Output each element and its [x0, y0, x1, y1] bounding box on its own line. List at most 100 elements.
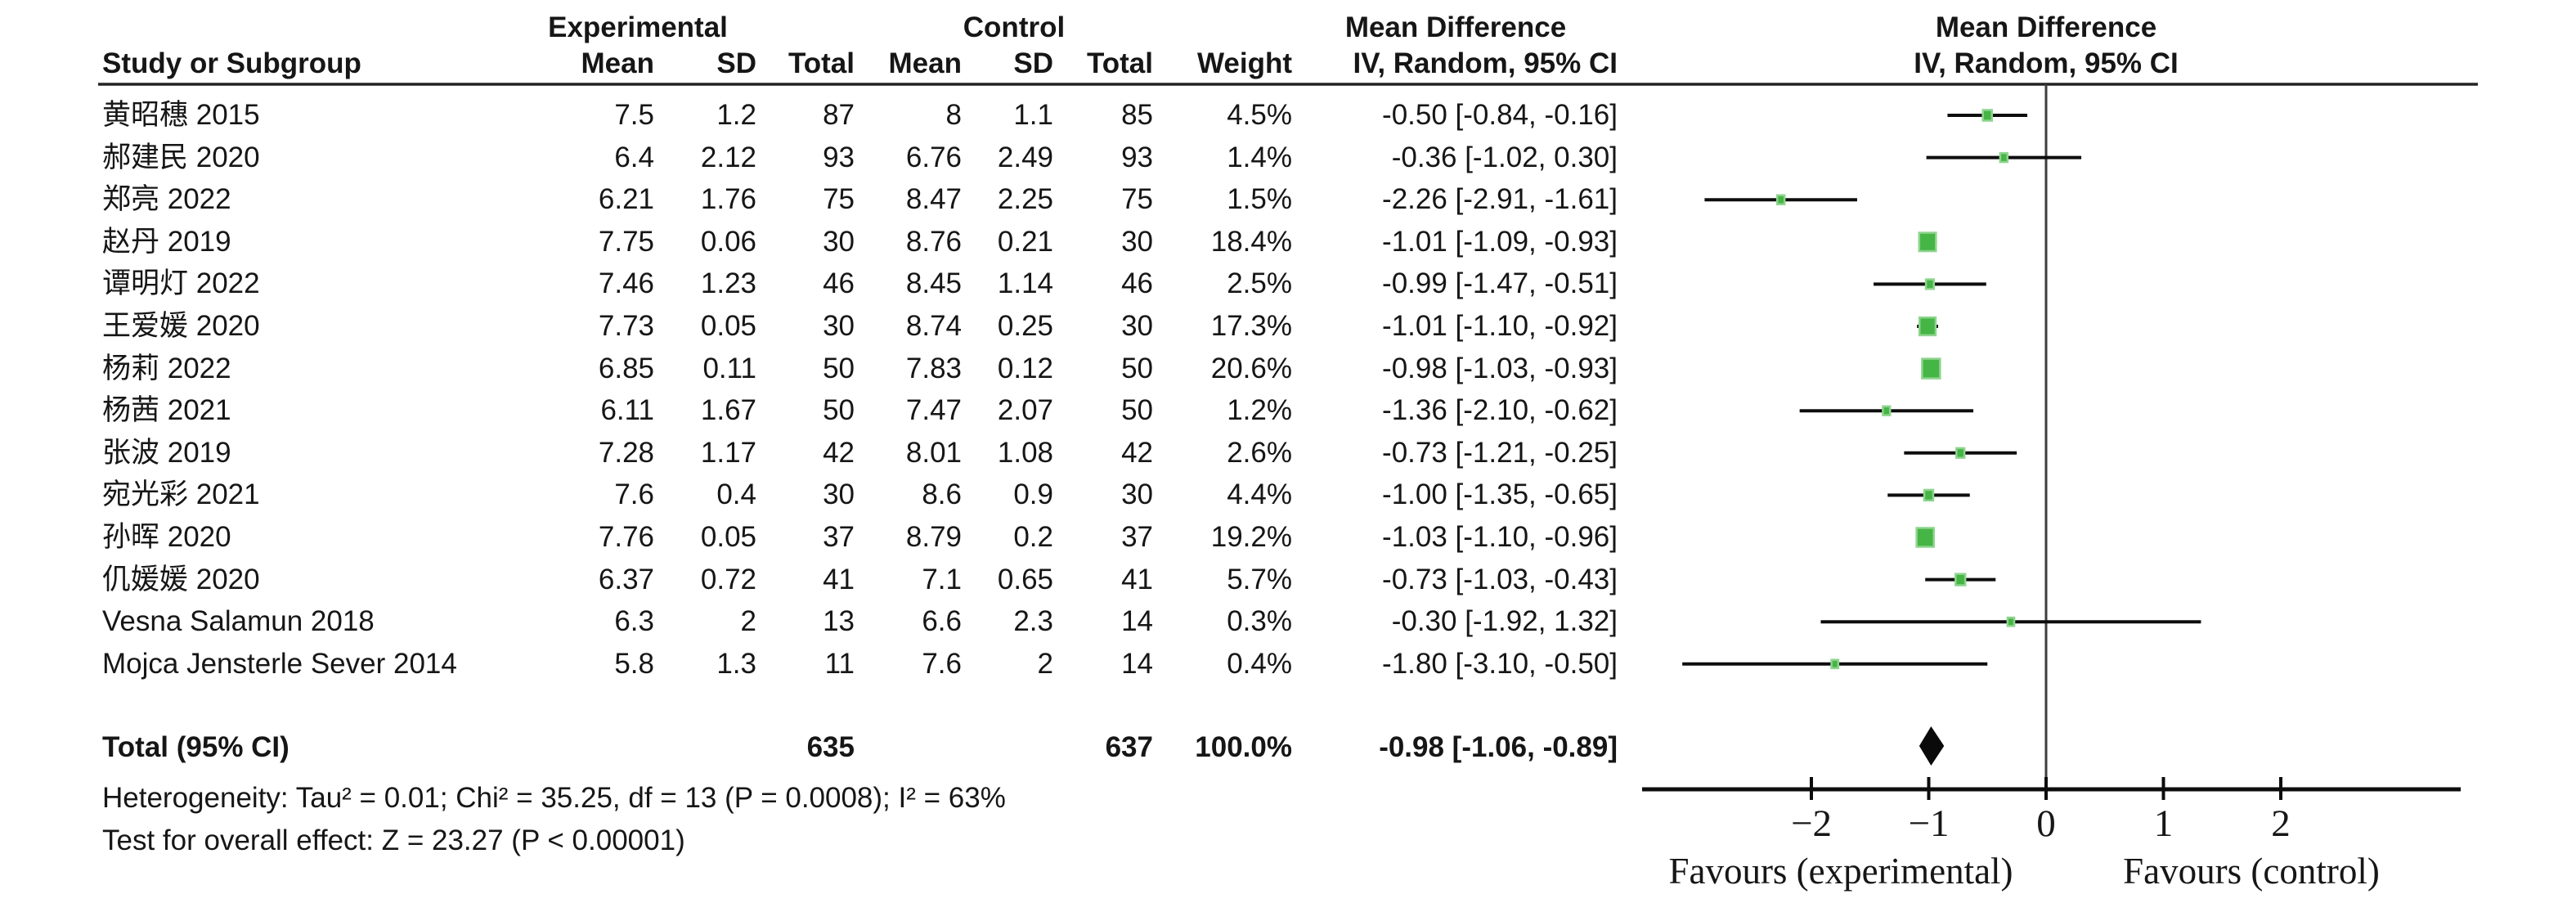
favours-control-label: Favours (control)	[2123, 851, 2380, 892]
md-ci: -0.30 [-1.92, 1.32]	[1391, 605, 1618, 638]
header-exp-total: Total	[788, 47, 855, 79]
table-row: 郑亮 2022 6.21 1.76 75 8.47 2.25 75 1.5% -2.26 [-2…	[0, 178, 2576, 221]
table-row: 郝建民 2020 6.4 2.12 93 6.76 2.49 93 1.4% -0.36 [-1…	[0, 137, 2576, 179]
table-row: 孙晖 2020 7.76 0.05 37 8.79 0.2 37 19.2% -1.03 [-1…	[0, 516, 2576, 559]
exp-total: 41	[823, 563, 855, 595]
exp-sd: 1.67	[700, 394, 756, 427]
md-ci: -1.01 [-1.10, -0.92]	[1382, 310, 1618, 342]
weight: 19.2%	[1210, 521, 1292, 553]
total-md-ci: -0.98 [-1.06, -0.89]	[1379, 731, 1618, 763]
study-name: 赵丹 2019	[102, 225, 231, 258]
md-ci: -1.80 [-3.10, -0.50]	[1382, 647, 1618, 680]
effect-square	[1918, 316, 1937, 337]
study-name: 杨莉 2022	[102, 352, 231, 384]
ctrl-mean: 8.79	[905, 521, 962, 553]
ctrl-total: 50	[1121, 352, 1153, 384]
axis-tick-label: 1	[2153, 802, 2174, 845]
header-mean-difference-plot: Mean Difference	[1935, 11, 2157, 43]
weight: 20.6%	[1210, 352, 1292, 384]
ctrl-sd: 2.25	[997, 183, 1053, 216]
effect-square	[1981, 109, 1994, 122]
exp-total: 46	[823, 267, 855, 300]
ctrl-sd: 0.65	[997, 563, 1053, 595]
effect-square	[1882, 405, 1892, 416]
exp-sd: 0.72	[700, 563, 756, 595]
study-name: Mojca Jensterle Sever 2014	[102, 647, 457, 680]
ctrl-total: 41	[1121, 563, 1153, 595]
exp-sd: 0.4	[716, 478, 756, 511]
table-row: Vesna Salamun 2018 6.3 2 13 6.6 2.3 14 0.3% -0.3…	[0, 600, 2576, 643]
header-ctrl-mean: Mean	[888, 47, 962, 79]
ctrl-sd: 0.12	[997, 352, 1053, 384]
ctrl-total: 14	[1121, 647, 1153, 680]
ctrl-sd: 1.1	[1013, 99, 1053, 131]
table-row: 王爱媛 2020 7.73 0.05 30 8.74 0.25 30 17.3% -1.01 […	[0, 305, 2576, 348]
weight: 2.5%	[1227, 267, 1292, 300]
ctrl-mean: 8.74	[905, 310, 962, 342]
exp-sd: 1.76	[700, 183, 756, 216]
md-ci: -1.00 [-1.35, -0.65]	[1382, 478, 1618, 511]
exp-mean: 6.11	[600, 394, 654, 427]
ctrl-total: 30	[1121, 310, 1153, 342]
axis-tick-label: −1	[1908, 802, 1950, 845]
ctrl-mean: 8.76	[905, 225, 962, 258]
table-row: 杨莉 2022 6.85 0.11 50 7.83 0.12 50 20.6% -0.98 [-…	[0, 348, 2576, 390]
header-control-group: Control	[963, 11, 1066, 43]
exp-total: 42	[823, 436, 855, 469]
md-ci: -1.36 [-2.10, -0.62]	[1382, 394, 1618, 427]
table-row: 仉媛媛 2020 6.37 0.72 41 7.1 0.65 41 5.7% -0.73 [-1…	[0, 559, 2576, 601]
ctrl-total: 46	[1121, 267, 1153, 300]
exp-mean: 7.46	[598, 267, 654, 300]
header-ctrl-total: Total	[1086, 47, 1153, 79]
md-ci: -0.99 [-1.47, -0.51]	[1382, 267, 1618, 300]
exp-sd: 2	[740, 605, 756, 638]
weight: 1.5%	[1227, 183, 1292, 216]
ctrl-total: 30	[1121, 225, 1153, 258]
study-name: 黄昭穗 2015	[102, 99, 260, 131]
overall-effect-text: Test for overall effect: Z = 23.27 (P < …	[102, 824, 685, 856]
axis-tick-label: 0	[2036, 802, 2056, 845]
exp-sd: 1.2	[716, 99, 756, 131]
ctrl-sd: 2.3	[1013, 605, 1053, 638]
effect-square	[1915, 527, 1935, 548]
md-ci: -1.03 [-1.10, -0.96]	[1382, 521, 1618, 553]
total-exp-total: 635	[806, 731, 855, 763]
heterogeneity-row: Heterogeneity: Tau² = 0.01; Chi² = 35.25…	[0, 777, 2576, 820]
effect-square	[1954, 573, 1967, 586]
ctrl-sd: 2.07	[997, 394, 1053, 427]
exp-mean: 6.21	[598, 183, 654, 216]
favours-experimental-label: Favours (experimental)	[1668, 851, 2013, 892]
md-ci: -0.36 [-1.02, 0.30]	[1391, 141, 1618, 173]
study-name: 郑亮 2022	[102, 183, 231, 216]
ctrl-mean: 7.1	[922, 563, 962, 595]
total-ctrl-total: 637	[1105, 731, 1153, 763]
exp-total: 93	[823, 141, 855, 173]
ctrl-mean: 8.01	[905, 436, 962, 469]
exp-mean: 6.4	[614, 141, 654, 173]
exp-mean: 7.76	[598, 521, 654, 553]
header-weight: Weight	[1196, 47, 1292, 79]
exp-sd: 0.11	[702, 352, 756, 384]
study-name: 王爱媛 2020	[102, 310, 260, 342]
exp-mean: 6.3	[614, 605, 654, 638]
heterogeneity-text: Heterogeneity: Tau² = 0.01; Chi² = 35.25…	[102, 782, 1006, 814]
exp-total: 13	[823, 605, 855, 638]
weight: 1.4%	[1227, 141, 1292, 173]
exp-mean: 7.75	[598, 225, 654, 258]
ctrl-mean: 6.76	[905, 141, 962, 173]
header-ctrl-sd: SD	[1013, 47, 1053, 79]
study-name: 谭明灯 2022	[102, 267, 260, 300]
ctrl-total: 42	[1121, 436, 1153, 469]
ctrl-sd: 0.9	[1013, 478, 1053, 511]
ctrl-mean: 8	[945, 99, 962, 131]
effect-square	[1775, 194, 1786, 205]
ctrl-total: 50	[1121, 394, 1153, 427]
exp-sd: 1.3	[716, 647, 756, 680]
header-exp-mean: Mean	[581, 47, 654, 79]
study-name: 郝建民 2020	[102, 141, 260, 173]
md-ci: -0.73 [-1.03, -0.43]	[1382, 563, 1618, 595]
study-name: 孙晖 2020	[102, 521, 231, 553]
effect-square	[1999, 151, 2009, 164]
